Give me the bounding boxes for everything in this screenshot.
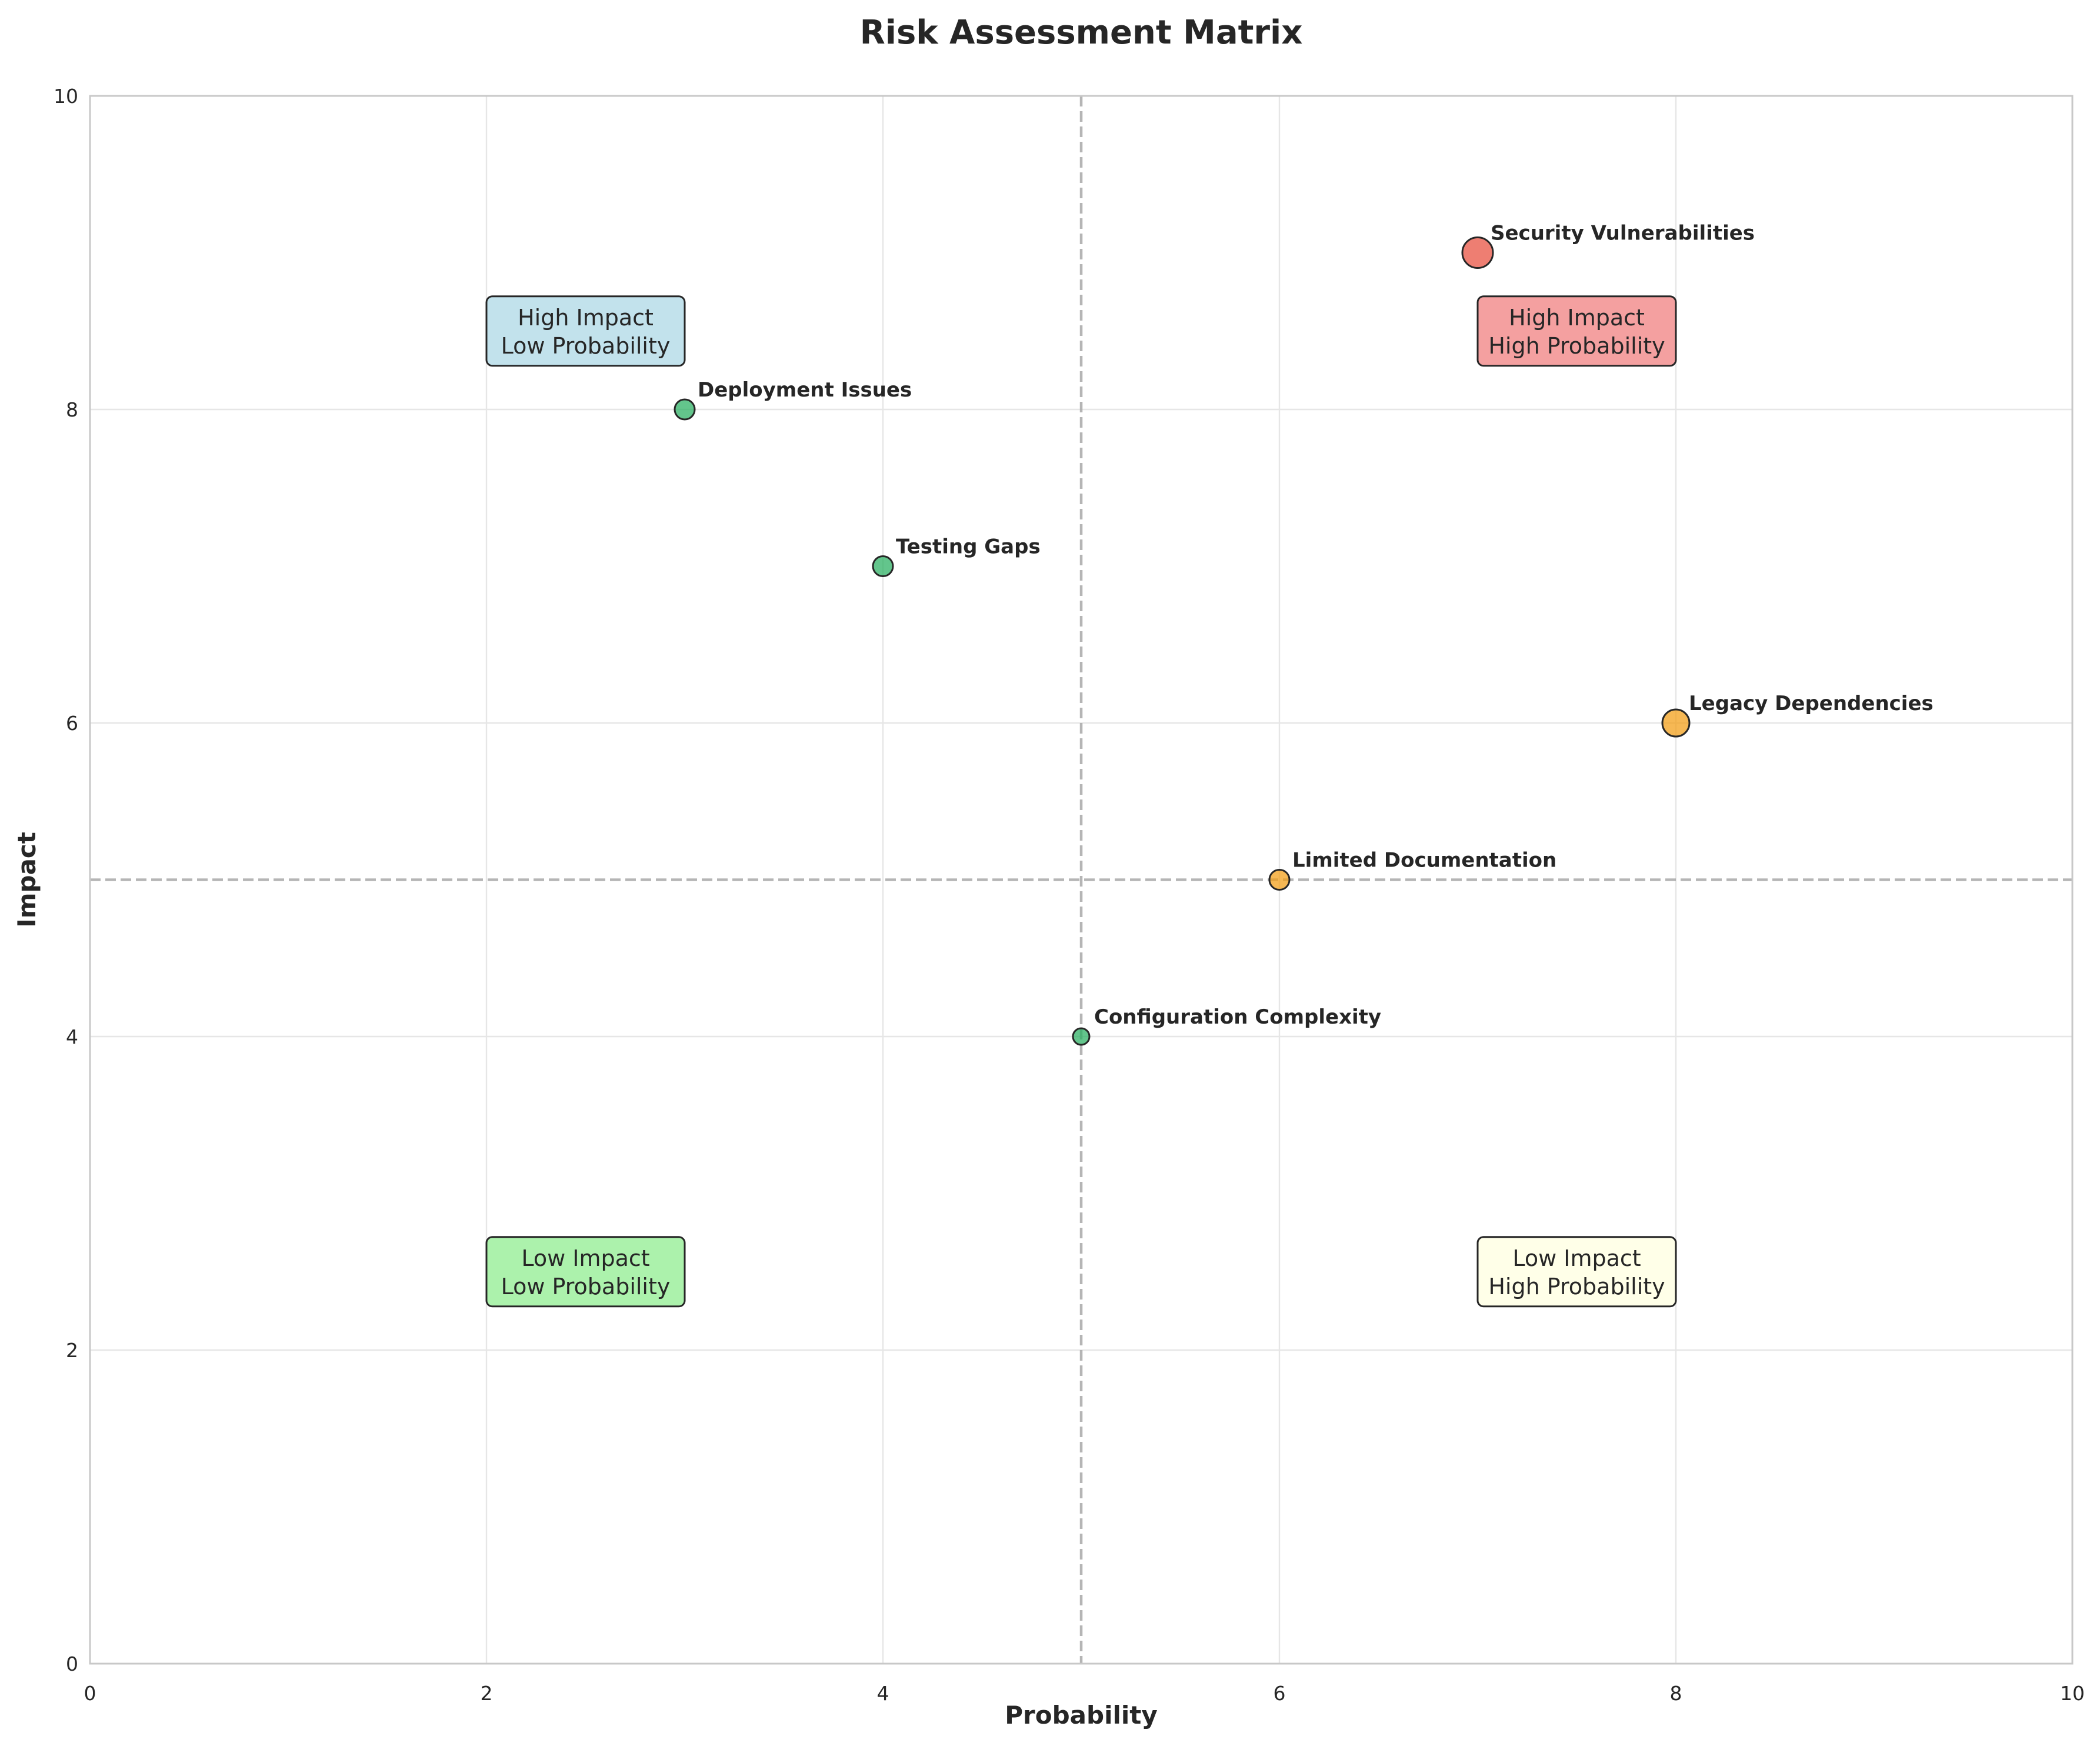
risk-point [674,398,696,421]
x-tick-label: 0 [84,1682,96,1705]
point-layer: Security Vulnerabilities Deployment Issue… [674,222,1934,1046]
y-tick-label: 0 [66,1652,78,1675]
risk-point-label: Legacy Dependencies [1689,692,1934,715]
quadrant-label-box [485,295,686,367]
risk-point-label: Deployment Issues [698,378,912,402]
risk-point [1268,869,1291,891]
x-tick-label: 2 [481,1682,493,1705]
quadrant-label-box [1476,295,1677,367]
plot-frame [89,95,2074,1665]
risk-point [1461,236,1494,269]
risk-point-group: Testing Gaps [872,535,1041,577]
risk-point-label: Security Vulnerabilities [1491,222,1755,245]
x-tick-label: 6 [1274,1682,1286,1705]
x-tick-label: 8 [1670,1682,1682,1705]
risk-point [1072,1027,1091,1046]
risk-point-group: Deployment Issues [674,378,912,421]
x-axis-label: Probability [1005,1701,1157,1730]
y-axis-label: Impact [12,832,41,928]
y-tick-label: 6 [66,712,78,735]
y-tick-label: 4 [66,1025,78,1048]
quadrant-label-line1: Low Impact [1512,1245,1641,1271]
quadrant-label-line1: Low Impact [521,1245,649,1271]
risk-point-label: Limited Documentation [1292,849,1556,872]
quadrant-label: Low Impact Low Probability [485,1236,686,1308]
risk-point-label: Testing Gaps [896,535,1041,559]
quadrant-label-line2: High Probability [1488,1274,1665,1299]
quadrant-label-line2: High Probability [1488,333,1665,359]
y-tick-label: 10 [54,85,78,108]
risk-point-group: Limited Documentation [1268,849,1556,891]
x-tick-label: 4 [877,1682,889,1705]
quadrant-label-line1: High Impact [1509,305,1645,331]
quadrant-label: Low Impact High Probability [1476,1236,1677,1308]
quadrant-label-line2: Low Probability [501,333,671,359]
x-tick-label: 10 [2060,1682,2085,1705]
threshold-layer [90,96,2072,1664]
chart-title: Risk Assessment Matrix [860,14,1303,52]
risk-point-group: Configuration Complexity [1072,1005,1381,1046]
y-tick-label: 8 [66,398,78,421]
quadrant-label-box [485,1236,686,1308]
quadrant-label-box [1476,1236,1677,1308]
risk-point-group: Security Vulnerabilities [1461,222,1755,269]
risk-point-group: Legacy Dependencies [1661,692,1934,738]
quadrant-label-line2: Low Probability [501,1274,671,1299]
risk-point [1661,708,1691,738]
tick-layer: 0 2 4 6 8 10 0 2 4 6 8 10 [54,85,2085,1705]
risk-point-label: Configuration Complexity [1094,1005,1381,1029]
y-tick-label: 2 [66,1339,78,1362]
quadrant-label-line1: High Impact [518,305,654,331]
risk-point [872,555,894,577]
